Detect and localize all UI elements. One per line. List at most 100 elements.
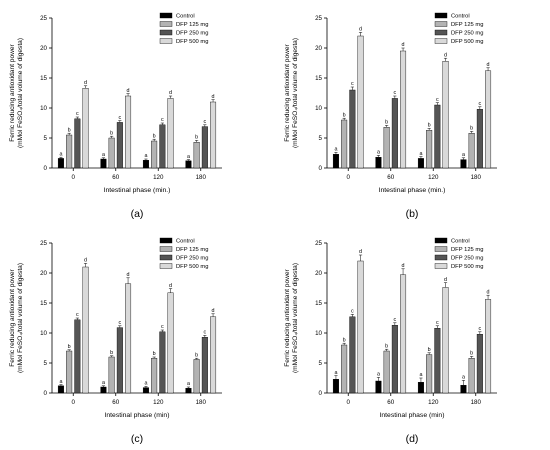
panel-label: (b) xyxy=(406,208,419,220)
y-axis-label-line1: Ferric reducing antioxidant power xyxy=(284,268,291,366)
legend-label: DFP 250 mg xyxy=(176,256,208,262)
bar xyxy=(341,344,348,394)
y-tick-label: 0 xyxy=(44,390,48,397)
x-tick-label: 180 xyxy=(196,399,207,406)
bar xyxy=(332,378,339,394)
y-tick-label: 10 xyxy=(315,330,322,337)
bar xyxy=(341,119,348,169)
y-tick-label: 25 xyxy=(40,240,47,247)
bar xyxy=(468,132,475,169)
bar xyxy=(391,324,398,394)
significance-letter: d xyxy=(487,62,490,68)
bar xyxy=(426,129,433,169)
legend-swatch xyxy=(434,246,448,252)
bar xyxy=(442,61,449,169)
bar xyxy=(108,356,115,394)
significance-letter: c xyxy=(436,97,439,103)
y-tick-label: 10 xyxy=(40,330,47,337)
bar xyxy=(391,98,398,169)
y-tick-label: 15 xyxy=(40,300,47,307)
bar xyxy=(185,160,192,169)
y-axis-label-line1: Ferric reducing antioxidant power xyxy=(9,43,16,141)
bar xyxy=(476,108,483,169)
x-tick-label: 0 xyxy=(347,399,351,406)
bar xyxy=(142,159,149,169)
bar xyxy=(116,327,123,394)
significance-letter: c xyxy=(76,111,79,117)
significance-letter: d xyxy=(169,90,172,96)
bar xyxy=(383,126,390,169)
bar xyxy=(426,354,433,394)
bar xyxy=(400,274,407,394)
bar xyxy=(57,385,64,394)
legend-label: DFP 500 mg xyxy=(451,264,483,270)
bar xyxy=(142,387,149,394)
x-tick-label: 120 xyxy=(153,174,164,181)
y-tick-label: 20 xyxy=(315,270,322,277)
significance-letter: b xyxy=(110,130,113,136)
legend-swatch xyxy=(159,29,173,36)
significance-letter: d xyxy=(212,94,215,100)
significance-letter: b xyxy=(153,351,156,357)
significance-letter: d xyxy=(402,42,405,48)
significance-letter: a xyxy=(462,152,465,158)
bar xyxy=(383,350,390,394)
significance-letter: b xyxy=(428,123,431,129)
significance-letter: c xyxy=(118,320,121,326)
significance-letter: b xyxy=(195,135,198,141)
legend-label: Control xyxy=(451,239,470,245)
bar xyxy=(201,126,208,169)
y-tick-label: 5 xyxy=(44,135,48,142)
panel-a: 0 5 10 15 20 25 Ferric reducing antioxidant po… xyxy=(9,12,222,220)
significance-letter: d xyxy=(359,249,362,255)
bar xyxy=(349,316,356,394)
bar xyxy=(151,140,158,169)
bar xyxy=(193,359,200,394)
panel-label: (c) xyxy=(131,433,143,445)
y-axis-label-line2: (mMol FeSO₄/total volume of digesta) xyxy=(17,38,24,148)
bar xyxy=(357,260,364,394)
panel-c: 0 5 10 15 20 25 Ferric reducing antioxidant po… xyxy=(9,237,222,445)
bar xyxy=(167,292,174,394)
legend-swatch xyxy=(159,254,173,261)
bar xyxy=(66,350,73,394)
y-tick-label: 5 xyxy=(44,360,48,367)
legend-label: DFP 500 mg xyxy=(176,39,208,45)
legend-swatch xyxy=(434,12,448,19)
significance-letter: d xyxy=(169,283,172,289)
legend-label: DFP 125 mg xyxy=(451,22,483,28)
y-tick-label: 20 xyxy=(40,270,47,277)
bar xyxy=(66,134,73,169)
significance-letter: c xyxy=(478,101,481,107)
bar xyxy=(210,101,217,169)
significance-letter: c xyxy=(161,117,164,123)
bar xyxy=(100,158,107,169)
bar xyxy=(417,158,424,169)
x-tick-label: 60 xyxy=(387,399,394,406)
x-tick-label: 120 xyxy=(428,174,439,181)
significance-letter: a xyxy=(419,151,422,157)
significance-letter: b xyxy=(195,352,198,358)
y-tick-label: 15 xyxy=(315,300,322,307)
y-axis-label-line2: (mMol FeSO₄/total volume of digesta) xyxy=(292,38,299,148)
significance-letter: a xyxy=(59,379,62,385)
legend-label: DFP 250 mg xyxy=(451,31,483,37)
legend-swatch xyxy=(159,263,173,269)
x-axis-label: Intestinal phase (min) xyxy=(105,412,170,419)
significance-letter: a xyxy=(377,150,380,156)
significance-letter: c xyxy=(351,309,354,315)
x-tick-label: 60 xyxy=(387,174,394,181)
significance-letter: b xyxy=(110,350,113,356)
legend-label: Control xyxy=(451,14,470,20)
bar xyxy=(417,381,424,394)
significance-letter: b xyxy=(385,343,388,349)
legend-label: DFP 250 mg xyxy=(176,31,208,37)
x-tick-label: 60 xyxy=(112,399,119,406)
significance-letter: d xyxy=(212,308,215,314)
bar xyxy=(485,299,492,394)
x-tick-label: 0 xyxy=(347,174,351,181)
legend-label: Control xyxy=(176,239,195,245)
bar xyxy=(442,287,449,394)
bar xyxy=(485,70,492,169)
legend-label: Control xyxy=(176,14,195,20)
